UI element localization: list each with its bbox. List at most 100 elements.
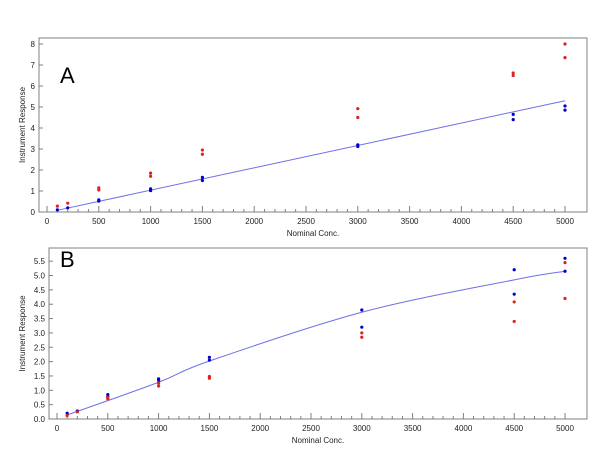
- data-point: [563, 296, 567, 301]
- x-tick-label: 4500: [505, 424, 523, 433]
- data-point: [157, 381, 161, 385]
- y-axis-title: Instrument Response: [18, 295, 27, 372]
- data-point: [512, 319, 516, 324]
- data-point: [563, 269, 567, 273]
- data-point: [360, 335, 364, 339]
- data-point: [200, 178, 204, 183]
- x-tick-label: 1500: [194, 217, 212, 226]
- x-tick-label: 4000: [453, 217, 471, 226]
- data-point: [511, 118, 515, 122]
- x-tick-label: 2000: [245, 217, 263, 226]
- x-axis-title: Nominal Conc.: [287, 229, 339, 238]
- fit-curve: [66, 270, 566, 416]
- x-tick-label: 3000: [349, 217, 367, 226]
- data-point: [512, 292, 516, 296]
- y-tick-label: 1: [31, 187, 36, 196]
- data-point: [511, 112, 515, 116]
- data-point: [360, 325, 364, 329]
- data-point: [563, 104, 567, 108]
- data-point: [157, 384, 161, 388]
- chart-panel-b: 0 500 1000 1500 2000 2500 3000 3500 4000 4500 5000…: [18, 247, 588, 445]
- data-point: [511, 71, 515, 75]
- data-point: [106, 395, 110, 400]
- data-point: [200, 152, 204, 156]
- x-tick-label: 2500: [297, 217, 315, 226]
- y-tick-label: 1.0: [34, 386, 46, 395]
- fit-curve: [57, 100, 566, 211]
- data-point: [157, 377, 161, 381]
- y-tick-label: 4: [31, 124, 36, 133]
- panel-label: B: [60, 247, 75, 272]
- data-point: [563, 108, 567, 112]
- data-point: [66, 201, 70, 205]
- data-point: [65, 411, 69, 415]
- data-point: [207, 355, 211, 359]
- y-tick-label: 3: [31, 145, 36, 154]
- y-tick-label: 5.5: [34, 257, 46, 266]
- x-tick-label: 3000: [353, 424, 371, 433]
- x-tick-label: 0: [55, 424, 60, 433]
- y-axis-title: Instrument Response: [18, 86, 27, 163]
- data-point: [563, 56, 567, 60]
- data-point: [511, 73, 515, 78]
- chart-panel-a: 0 500 1000 1500 2000 2500 3000 3500 4000 4500 5000…: [18, 37, 588, 238]
- y-tick-label: 6: [31, 82, 36, 91]
- x-tick-label: 1500: [201, 424, 219, 433]
- data-point: [360, 308, 364, 312]
- data-point: [200, 148, 204, 152]
- x-tick-label: 2500: [302, 424, 320, 433]
- x-tick-label: 1000: [150, 424, 168, 433]
- data-point: [356, 115, 360, 120]
- data-point: [200, 175, 204, 179]
- x-tick-label: 5000: [556, 217, 574, 226]
- x-tick-label: 500: [101, 424, 115, 433]
- x-axis-title: Nominal Conc.: [292, 436, 344, 445]
- y-tick-label: 4.5: [34, 286, 46, 295]
- x-tick-label: 3500: [401, 217, 419, 226]
- data-point: [66, 206, 70, 210]
- data-point: [563, 42, 567, 46]
- data-point: [75, 410, 79, 414]
- y-tick-label: 8: [31, 40, 36, 49]
- y-tick-label: 1.5: [34, 372, 46, 381]
- data-point: [512, 268, 516, 272]
- x-tick-label: 2000: [251, 424, 269, 433]
- y-tick-label: 4.0: [34, 300, 46, 309]
- y-tick-label: 5: [31, 103, 36, 112]
- y-tick-label: 7: [31, 61, 36, 70]
- x-tick-label: 0: [45, 217, 50, 226]
- y-tick-label: 2: [31, 166, 36, 175]
- x-tick-label: 1000: [142, 217, 160, 226]
- y-tick-label: 3.5: [34, 315, 46, 324]
- red-series: [55, 42, 567, 208]
- data-point: [512, 300, 516, 304]
- x-tick-label: 4500: [504, 217, 522, 226]
- data-point: [207, 374, 211, 379]
- data-point: [356, 143, 360, 147]
- x-tick-label: 5000: [556, 424, 574, 433]
- x-tick-label: 3500: [404, 424, 422, 433]
- y-tick-label: 0.0: [34, 415, 46, 424]
- data-point: [55, 208, 59, 212]
- y-tick-label: 2.5: [34, 343, 46, 352]
- data-point: [97, 186, 101, 190]
- data-point: [360, 331, 364, 335]
- data-point: [106, 393, 110, 397]
- panel-label: A: [60, 63, 75, 88]
- blue-series: [55, 104, 567, 212]
- data-point: [207, 358, 211, 362]
- y-tick-label: 0.5: [34, 401, 46, 410]
- data-point: [563, 261, 567, 265]
- x-tick-label: 500: [92, 217, 106, 226]
- red-series: [65, 261, 567, 418]
- y-tick-label: 5.0: [34, 272, 46, 281]
- x-tick-label: 4000: [455, 424, 473, 433]
- blue-series: [65, 256, 567, 415]
- plot-frame: [48, 247, 588, 420]
- y-tick-label: 2.0: [34, 358, 46, 367]
- data-point: [563, 256, 567, 260]
- data-point: [55, 204, 59, 208]
- y-tick-label: 0: [31, 208, 36, 217]
